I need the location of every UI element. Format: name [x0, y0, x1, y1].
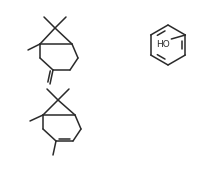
Text: HO: HO — [157, 40, 170, 49]
